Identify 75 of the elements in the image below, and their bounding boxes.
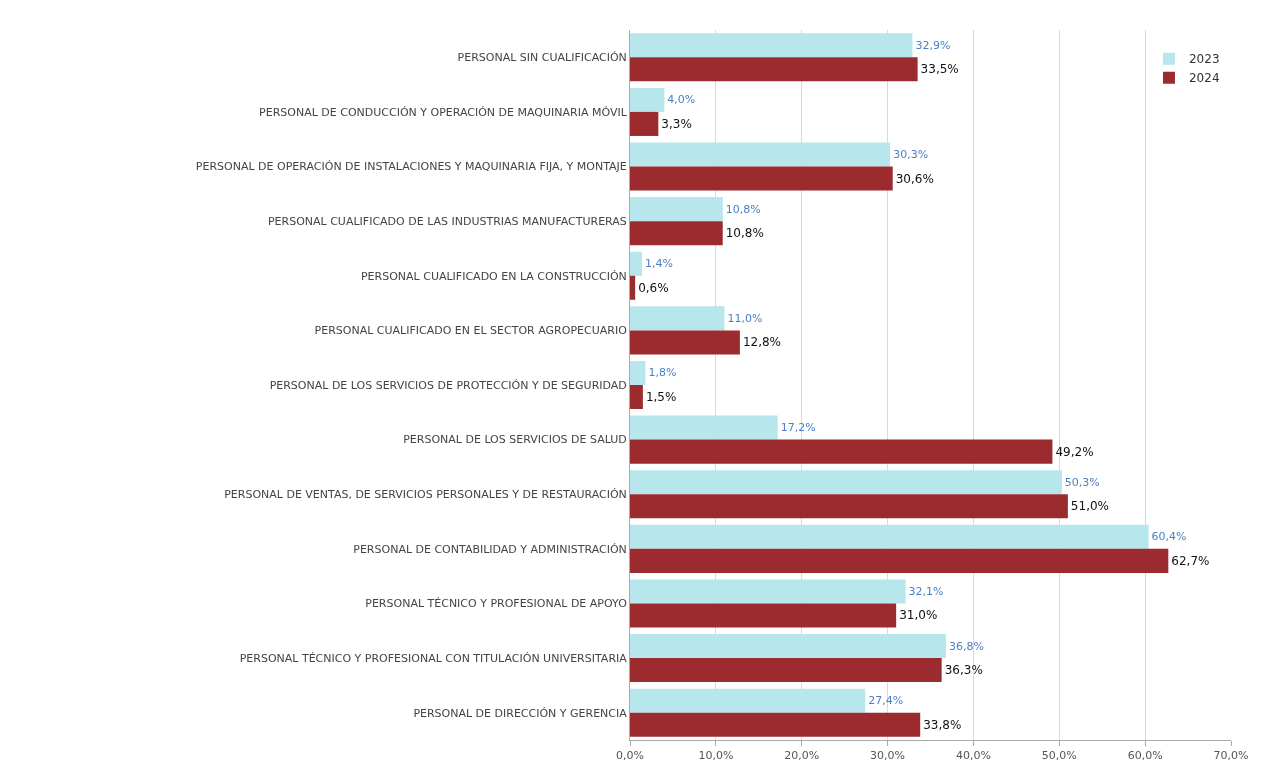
y-tick-label: PERSONAL DE CONDUCCIÓN Y OPERACIÓN DE MAQUINARIA MÓVIL [259,105,628,119]
y-tick-label: PERSONAL DE LOS SERVICIOS DE PROTECCIÓN Y DE SEGURIDAD [269,378,627,392]
bar [630,330,740,355]
bar [630,87,665,112]
bar [630,166,893,191]
bar [630,524,1149,549]
bar [630,142,891,167]
data-label: 60,4% [1151,530,1187,544]
data-label: 10,8% [725,202,761,216]
bar [630,579,906,604]
data-label: 36,8% [948,639,984,653]
data-label: 1,4% [645,257,673,271]
bar [630,33,913,58]
data-label: 11,0% [727,311,763,325]
data-label: 1,8% [648,366,677,380]
bar [630,658,942,683]
data-label: 31,0% [899,608,938,623]
bar [630,197,723,222]
bar [630,251,643,276]
data-label: 36,3% [944,663,983,678]
y-tick-label: PERSONAL DE VENTAS, DE SERVICIOS PERSONALES Y DE RESTAURACIÓN [224,488,627,502]
bar [630,712,921,737]
data-label: 0,6% [638,280,669,295]
y-tick-label: PERSONAL SIN CUALIFICACIÓN [457,51,627,65]
data-label: 32,1% [908,584,944,598]
bar [630,306,725,331]
bar [630,57,918,82]
x-tick-label: 0,0% [616,749,644,763]
bar [630,494,1068,519]
data-label: 1,5% [645,390,677,405]
data-label: 62,7% [1171,553,1210,568]
y-tick-label: PERSONAL DE OPERACIÓN DE INSTALACIONES Y MAQUINARIA FIJA, Y MONTAJE [195,160,627,174]
legend-label: 2024 [1188,71,1220,86]
bar [630,415,778,440]
x-tick-label: 40,0% [955,749,991,763]
bar [630,688,866,713]
bar [630,548,1169,573]
bar [630,603,897,628]
data-label: 27,4% [868,694,904,708]
y-tick-label: PERSONAL DE CONTABILIDAD Y ADMINISTRACIÓN [353,542,627,556]
y-tick-label: PERSONAL CUALIFICADO DE LAS INDUSTRIAS MANUFACTURERAS [267,215,627,228]
x-tick-label: 10,0% [698,749,734,763]
y-tick-label: PERSONAL TÉCNICO Y PROFESIONAL DE APOYO [365,597,628,611]
x-tick-label: 20,0% [784,749,820,763]
x-tick-label: 70,0% [1213,749,1249,763]
data-label: 33,8% [923,717,962,732]
y-tick-label: PERSONAL DE DIRECCIÓN Y GERENCIA [413,706,628,720]
data-label: 12,8% [742,335,782,350]
data-label: 30,3% [893,148,929,162]
bar [630,439,1053,464]
bar [630,275,636,300]
data-label: 10,8% [725,226,764,241]
y-tick-label: PERSONAL CUALIFICADO EN EL SECTOR AGROPECUARIO [314,324,628,338]
x-tick-label: 50,0% [1041,749,1077,763]
legend-label: 2023 [1188,52,1220,67]
data-label: 32,9% [915,38,951,52]
y-tick-label: PERSONAL DE LOS SERVICIOS DE SALUD [403,433,627,447]
bar [630,385,643,410]
x-tick-label: 30,0% [870,749,906,763]
data-label: 4,0% [667,93,696,107]
data-label: 50,3% [1064,475,1100,489]
y-tick-label: PERSONAL TÉCNICO Y PROFESIONAL CON TITULACIÓN UNIVERSITARIA [239,651,628,665]
y-tick-label: PERSONAL CUALIFICADO EN LA CONSTRUCCIÓN [360,269,627,283]
bar [630,221,723,246]
bar [630,470,1062,495]
data-label: 33,5% [920,62,959,77]
data-label: 30,6% [895,171,934,186]
bar [630,111,659,136]
data-label: 17,2% [780,421,816,435]
data-label: 3,3% [661,116,692,131]
data-label: 49,2% [1055,444,1094,459]
data-label: 51,0% [1070,499,1109,514]
bar [630,634,946,659]
bar [630,360,646,385]
x-tick-label: 60,0% [1127,749,1163,763]
